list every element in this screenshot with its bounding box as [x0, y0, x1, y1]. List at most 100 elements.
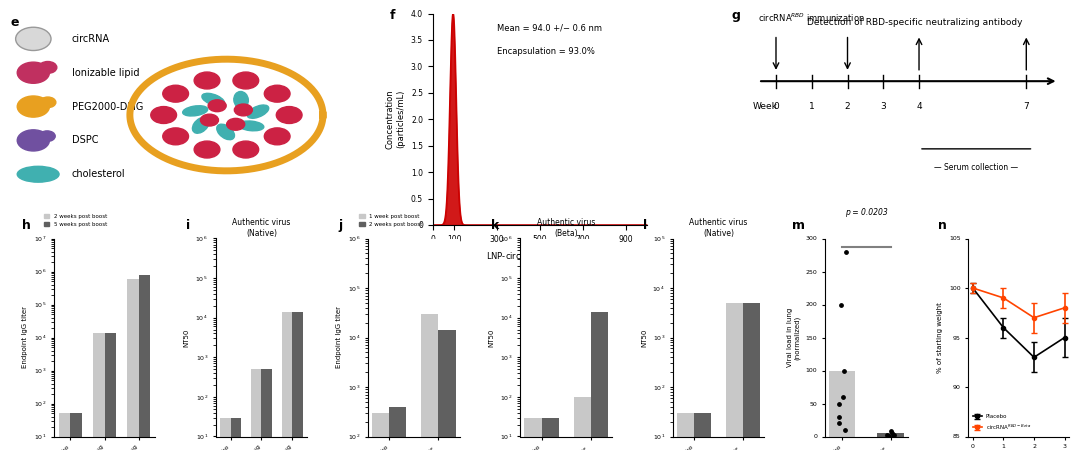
- Text: i: i: [186, 219, 190, 232]
- Bar: [373, 413, 389, 450]
- Ellipse shape: [247, 105, 269, 118]
- Point: [882, 428, 900, 435]
- Text: l: l: [644, 219, 647, 232]
- Title: Authentic virus
(Beta): Authentic virus (Beta): [537, 218, 595, 238]
- Circle shape: [163, 128, 189, 145]
- Point: [837, 248, 854, 255]
- Bar: [105, 333, 117, 450]
- Text: h: h: [22, 219, 30, 232]
- Bar: [293, 312, 303, 450]
- Bar: [93, 333, 105, 450]
- Circle shape: [265, 128, 291, 145]
- Title: Authentic virus
(Native): Authentic virus (Native): [232, 218, 291, 238]
- Text: f: f: [390, 9, 395, 22]
- Circle shape: [201, 114, 218, 126]
- Bar: [542, 418, 558, 450]
- Ellipse shape: [233, 91, 248, 108]
- Circle shape: [227, 118, 245, 130]
- Text: DSPC: DSPC: [72, 135, 98, 145]
- Text: 1: 1: [809, 102, 814, 111]
- Text: 0: 0: [773, 102, 779, 111]
- X-axis label: LNP-circRNA$^{RBD}$ Size (nm): LNP-circRNA$^{RBD}$ Size (nm): [486, 249, 594, 263]
- Bar: [126, 279, 138, 450]
- Bar: [573, 397, 591, 450]
- Circle shape: [151, 107, 176, 123]
- Bar: [591, 312, 608, 450]
- Text: e: e: [11, 16, 19, 29]
- Circle shape: [15, 27, 51, 50]
- Circle shape: [233, 141, 259, 158]
- Bar: [230, 418, 241, 450]
- Y-axis label: Endpoint IgG titer: Endpoint IgG titer: [23, 306, 28, 369]
- Text: j: j: [338, 219, 342, 232]
- Legend: Placebo, circRNA$^{RBD-Beta}$: Placebo, circRNA$^{RBD-Beta}$: [971, 412, 1034, 434]
- Bar: [70, 414, 82, 450]
- Ellipse shape: [183, 106, 207, 116]
- Bar: [726, 303, 743, 450]
- Y-axis label: Endpoint IgG titer: Endpoint IgG titer: [336, 306, 342, 369]
- Bar: [828, 370, 855, 436]
- Text: m: m: [792, 219, 805, 232]
- Y-axis label: NT50: NT50: [184, 328, 190, 346]
- Point: [879, 432, 896, 440]
- Bar: [389, 407, 406, 450]
- Point: [886, 432, 903, 439]
- Text: cholesterol: cholesterol: [72, 169, 125, 179]
- Text: g: g: [731, 9, 740, 22]
- Y-axis label: NT50: NT50: [640, 328, 647, 346]
- Point: [883, 430, 901, 437]
- Text: Ionizable lipid: Ionizable lipid: [72, 68, 139, 78]
- Legend: 2 weeks post boost, 5 weeks post boost: 2 weeks post boost, 5 weeks post boost: [42, 212, 109, 229]
- Bar: [877, 433, 904, 436]
- Circle shape: [194, 72, 220, 89]
- Text: PEG2000-DMG: PEG2000-DMG: [72, 102, 144, 112]
- Point: [833, 301, 850, 308]
- Point: [834, 393, 851, 400]
- Text: Week: Week: [753, 102, 778, 111]
- Text: k: k: [491, 219, 499, 232]
- Text: n: n: [937, 219, 947, 232]
- Text: Encapsulation = 93.0%: Encapsulation = 93.0%: [497, 47, 595, 56]
- Text: circRNA$^{RBD}$ immunization: circRNA$^{RBD}$ immunization: [758, 12, 865, 24]
- Bar: [743, 303, 760, 450]
- Text: p = 0.0203: p = 0.0203: [845, 208, 888, 217]
- Bar: [282, 312, 293, 450]
- Bar: [438, 330, 456, 450]
- Title: Authentic virus
(Native): Authentic virus (Native): [689, 218, 747, 238]
- Ellipse shape: [17, 166, 59, 182]
- Text: 7: 7: [1024, 102, 1029, 111]
- Ellipse shape: [202, 93, 225, 106]
- Text: 2: 2: [845, 102, 850, 111]
- Text: — Serum collection —: — Serum collection —: [934, 163, 1018, 172]
- Y-axis label: Viral load in lung
(normalized): Viral load in lung (normalized): [786, 308, 800, 367]
- Circle shape: [234, 104, 253, 116]
- Point: [831, 413, 848, 420]
- Bar: [421, 314, 438, 450]
- Point: [885, 432, 902, 440]
- Text: 3: 3: [880, 102, 886, 111]
- Circle shape: [40, 97, 56, 108]
- Ellipse shape: [239, 121, 264, 131]
- Y-axis label: % of starting weight: % of starting weight: [937, 302, 943, 373]
- Circle shape: [39, 131, 55, 141]
- Legend: 1 week post boost, 2 weeks post boost: 1 week post boost, 2 weeks post boost: [356, 212, 424, 229]
- Text: Mean = 94.0 +/− 0.6 nm: Mean = 94.0 +/− 0.6 nm: [497, 23, 602, 32]
- Bar: [694, 413, 712, 450]
- Circle shape: [208, 100, 226, 112]
- Bar: [58, 414, 70, 450]
- Y-axis label: Concentration
(particles/mL): Concentration (particles/mL): [386, 90, 405, 149]
- Point: [831, 420, 848, 427]
- Text: 4: 4: [916, 102, 922, 111]
- Bar: [525, 418, 542, 450]
- Point: [831, 400, 848, 407]
- Circle shape: [17, 96, 50, 117]
- Bar: [251, 369, 261, 450]
- Bar: [677, 413, 694, 450]
- Circle shape: [163, 85, 189, 102]
- Bar: [138, 274, 150, 450]
- Circle shape: [265, 85, 291, 102]
- Text: Detection of RBD-specific neutralizing antibody: Detection of RBD-specific neutralizing a…: [807, 18, 1023, 27]
- Circle shape: [39, 62, 57, 73]
- Text: circRNA: circRNA: [72, 34, 110, 44]
- Point: [880, 432, 897, 440]
